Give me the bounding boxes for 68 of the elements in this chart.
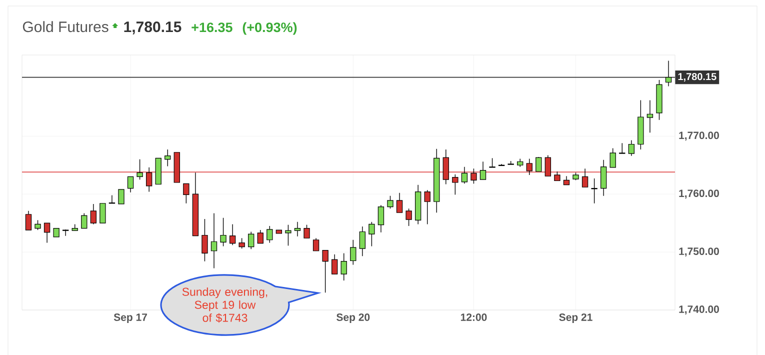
text: +16.35 <box>192 22 232 32</box>
y-tick-label: 1,740.00 <box>679 306 719 314</box>
candlestick <box>544 154 552 176</box>
candlestick <box>127 176 134 193</box>
candlestick <box>312 238 320 252</box>
candlestick <box>442 149 449 185</box>
y-tick-label: 1,770.00 <box>679 132 719 141</box>
text: (+0.93%) <box>242 22 297 35</box>
candlestick <box>248 231 254 250</box>
candlestick <box>480 161 486 180</box>
candlestick <box>118 189 124 204</box>
candlestick <box>238 238 245 249</box>
candlestick <box>183 183 190 204</box>
candlestick <box>452 174 458 196</box>
candlestick <box>610 148 616 168</box>
candlestick <box>322 250 328 293</box>
x-tick-label: Sep 20 <box>336 314 370 324</box>
candlestick <box>470 168 477 184</box>
candlestick <box>44 222 50 244</box>
candlestick <box>424 190 430 225</box>
candlestick <box>368 222 375 247</box>
candlestick <box>619 142 626 154</box>
candlestick <box>202 218 208 262</box>
candlestick <box>90 204 97 225</box>
candlestick <box>210 212 218 269</box>
candlestick <box>100 203 106 224</box>
chart-title: Gold Futures <box>22 21 108 32</box>
candlestick <box>304 224 310 238</box>
candlestick <box>220 218 226 247</box>
annotation: Sunday evening, Sept 19 low of $1743 <box>182 287 268 323</box>
candlestick <box>591 178 598 204</box>
candlestick <box>146 167 152 192</box>
candlestick <box>461 166 468 184</box>
candlestick <box>81 212 88 229</box>
candlestick <box>387 195 394 209</box>
candlestick <box>136 158 143 180</box>
candlestick <box>406 208 412 226</box>
candlestick <box>25 210 32 230</box>
candlestick <box>340 252 347 281</box>
candlestick <box>554 171 560 182</box>
candlestick <box>294 222 301 237</box>
candlestick <box>378 204 384 233</box>
candlestick <box>536 156 542 172</box>
y-tick-label: 1,750.00 <box>679 248 719 257</box>
text: 1,780.15 <box>124 22 182 34</box>
candlestick <box>646 100 654 134</box>
candlestick <box>350 240 356 266</box>
candlestick <box>600 160 607 196</box>
candlestick <box>665 60 672 87</box>
x-tick-label: Sep 17 <box>114 314 147 324</box>
candlestick <box>285 224 292 246</box>
candlestick <box>489 158 496 168</box>
candlestick <box>34 220 41 230</box>
candlestick <box>229 224 236 246</box>
candlestick <box>266 226 273 244</box>
candlestick <box>359 226 366 256</box>
candlestick <box>164 149 171 167</box>
candlestick <box>62 229 69 236</box>
candlestick <box>582 168 588 188</box>
candlestick <box>257 230 264 244</box>
x-tick-label: Sep 21 <box>559 314 592 324</box>
ref-line-label: 1,780.15 <box>678 73 716 82</box>
candlestick <box>628 140 634 156</box>
candlestick <box>526 158 532 176</box>
y-tick-label: 1,760.00 <box>679 190 719 199</box>
candlestick <box>396 192 403 213</box>
x-tick-label: 12:00 <box>460 314 487 321</box>
candlestick <box>332 254 338 274</box>
